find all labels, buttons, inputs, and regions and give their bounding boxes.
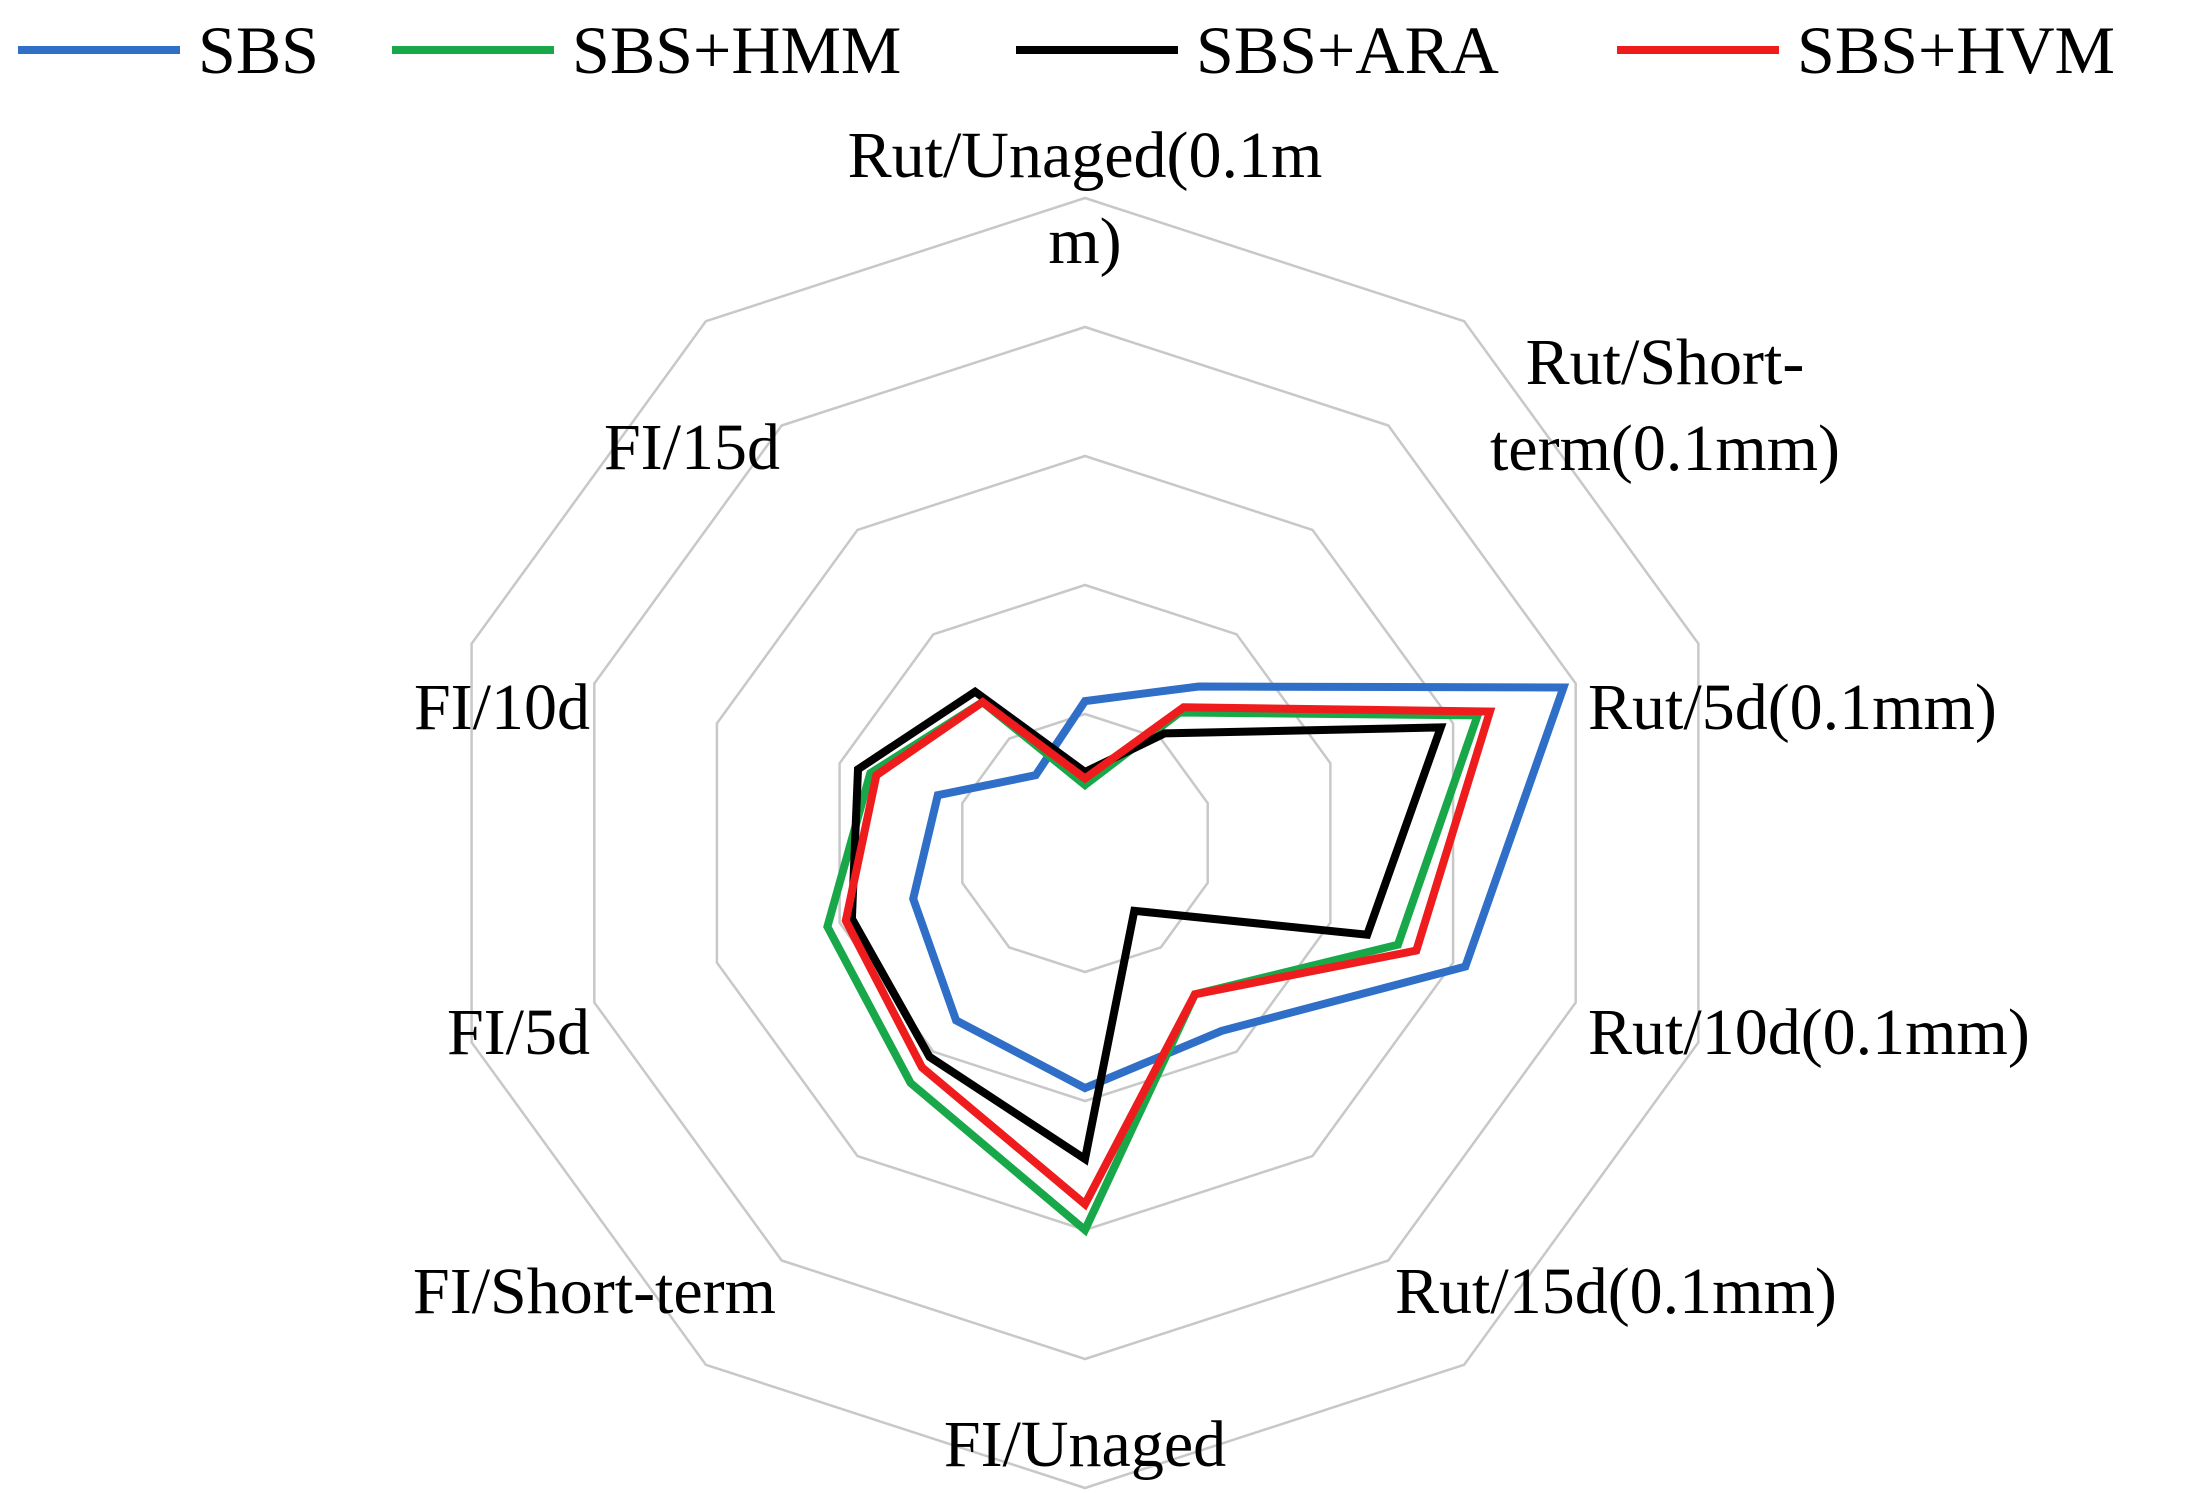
axis-label-3: Rut/5d(0.1mm) xyxy=(1588,671,1997,744)
legend-label-2: SBS+HMM xyxy=(572,12,901,88)
axis-label-line: term(0.1mm) xyxy=(1490,412,1840,485)
axis-label-line: m) xyxy=(1048,205,1121,278)
grid-ring-2 xyxy=(838,583,1332,1103)
axis-label-line: FI/Unaged xyxy=(944,1408,1226,1481)
legend-label-3: SBS+ARA xyxy=(1196,12,1499,88)
axis-label-line: Rut/Short- xyxy=(1526,326,1805,399)
axis-label-line: Rut/15d(0.1mm) xyxy=(1395,1255,1837,1328)
series-line-1 xyxy=(909,682,1570,1093)
axis-label-line: FI/5d xyxy=(447,996,590,1069)
series-line-3 xyxy=(847,686,1447,1166)
axis-label-4: Rut/10d(0.1mm) xyxy=(1588,996,2030,1069)
grid-ring-1 xyxy=(961,712,1209,974)
axis-label-line: Rut/10d(0.1mm) xyxy=(1588,996,2030,1069)
radar-series xyxy=(823,682,1570,1237)
axis-label-line: Rut/Unaged(0.1m xyxy=(848,119,1323,192)
grid-ring-4 xyxy=(593,325,1577,1361)
legend-label-4: SBS+HVM xyxy=(1797,12,2115,88)
series-line-4 xyxy=(841,697,1496,1211)
grid-ring-3 xyxy=(715,454,1455,1232)
axis-label-8: FI/5d xyxy=(447,996,590,1069)
axis-label-line: FI/Short-term xyxy=(413,1255,776,1328)
axis-label-9: FI/10d xyxy=(414,671,590,744)
axis-label-line: Rut/5d(0.1mm) xyxy=(1588,671,1997,744)
axis-label-1: Rut/Unaged(0.1m m) xyxy=(848,119,1323,278)
axis-label-line: FI/15d xyxy=(604,411,780,484)
series-line-2 xyxy=(823,697,1484,1237)
axis-labels: Rut/Unaged(0.1m m)Rut/Short-term(0.1mm)Ru… xyxy=(413,119,2030,1481)
axis-label-5: Rut/15d(0.1mm) xyxy=(1395,1255,1837,1328)
grid-ring-5 xyxy=(470,196,1700,1490)
chart-legend: SBS SBS+HMM SBS+ARA SBS+HVM xyxy=(18,12,2115,88)
legend-label-1: SBS xyxy=(198,12,319,88)
axis-label-2: Rut/Short-term(0.1mm) xyxy=(1490,326,1840,485)
axis-label-6: FI/Unaged xyxy=(944,1408,1226,1481)
axis-label-7: FI/Short-term xyxy=(413,1255,776,1328)
axis-label-line: FI/10d xyxy=(414,671,590,744)
axis-label-10: FI/15d xyxy=(604,411,780,484)
